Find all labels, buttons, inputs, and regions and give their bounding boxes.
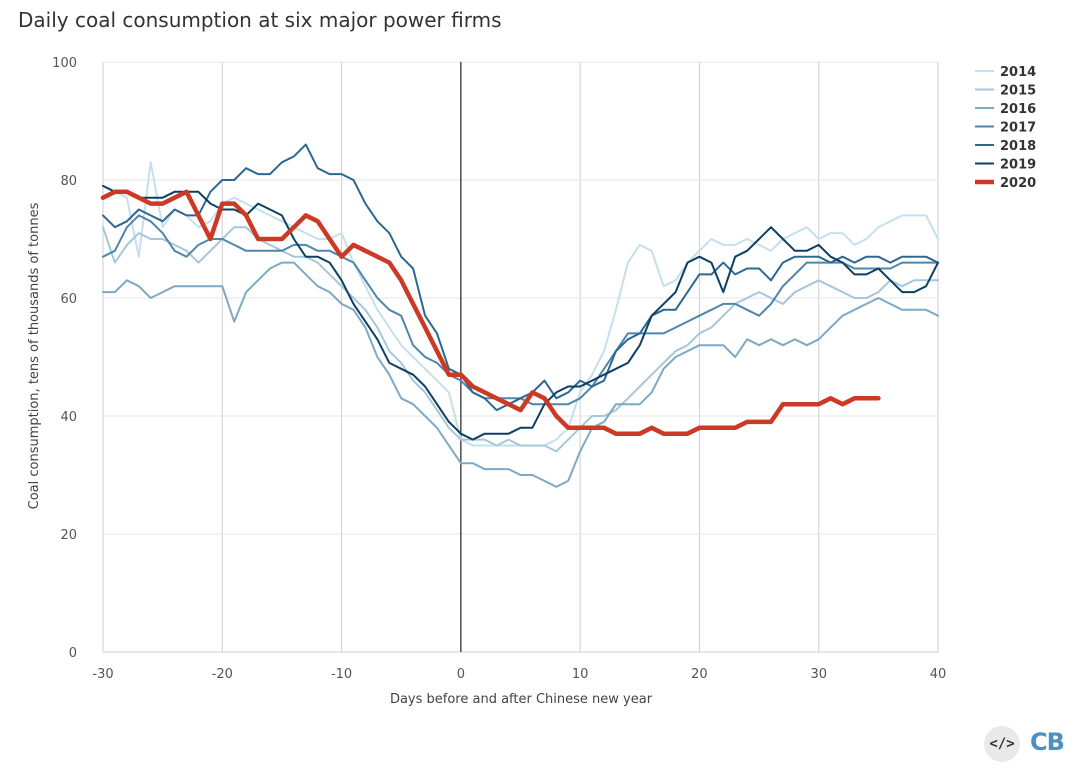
legend-label-2018: 2018 — [1000, 139, 1036, 154]
grid-lines — [102, 61, 939, 653]
legend-label-2019: 2019 — [1000, 158, 1036, 173]
y-tick-label: 20 — [60, 528, 77, 543]
x-tick-label: 10 — [572, 667, 589, 682]
x-tick-label: 30 — [810, 667, 827, 682]
x-axis-label: Days before and after Chinese new year — [390, 692, 653, 707]
series-line-2016 — [102, 261, 939, 488]
y-tick-label: 40 — [60, 410, 77, 425]
legend-label-2017: 2017 — [1000, 121, 1036, 136]
legend: 2014 2015 2016 2017 2018 2019 2020 — [975, 65, 1036, 191]
y-axis-label: Coal consumption, tens of thousands of t… — [27, 202, 42, 509]
y-tick-label: 60 — [60, 292, 77, 307]
chart-title: Daily coal consumption at six major powe… — [18, 8, 502, 32]
legend-label-2016: 2016 — [1000, 102, 1036, 117]
y-tick-label: 80 — [60, 174, 77, 189]
series-line-2018 — [102, 143, 939, 412]
x-tick-label: -10 — [331, 667, 352, 682]
y-axis-ticks: 0 20 40 60 80 100 — [52, 56, 77, 661]
legend-label-2020: 2020 — [1000, 176, 1036, 191]
x-tick-label: 0 — [457, 667, 465, 682]
series-group — [100, 143, 939, 488]
legend-label-2014: 2014 — [1000, 65, 1036, 80]
series-line-2015 — [102, 226, 939, 453]
x-tick-label: -30 — [92, 667, 113, 682]
x-tick-label: -20 — [212, 667, 233, 682]
y-tick-label: 0 — [69, 646, 77, 661]
carbon-brief-logo: CB — [1030, 728, 1065, 756]
x-axis-ticks: -30 -20 -10 0 10 20 30 40 — [92, 667, 946, 682]
x-tick-label: 40 — [930, 667, 947, 682]
legend-label-2015: 2015 — [1000, 84, 1036, 99]
series-line-2017 — [102, 214, 939, 406]
series-line-2020 — [100, 189, 881, 436]
x-tick-label: 20 — [691, 667, 708, 682]
code-embed-icon[interactable]: </> — [984, 726, 1020, 762]
series-line-2019 — [102, 184, 939, 441]
y-tick-label: 100 — [52, 56, 77, 71]
